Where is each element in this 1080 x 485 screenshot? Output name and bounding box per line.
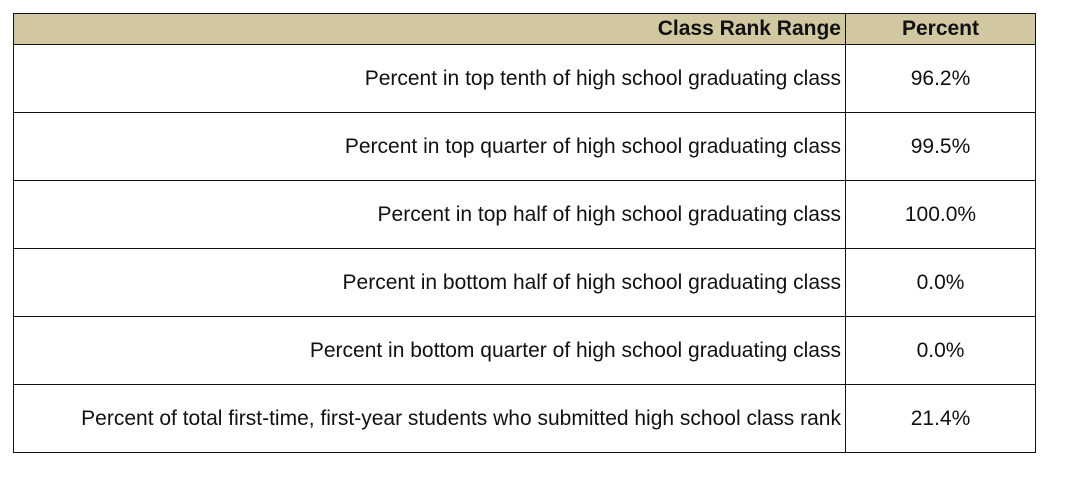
column-header-class-rank-range: Class Rank Range bbox=[13, 13, 846, 45]
table-header-row: Class Rank Range Percent bbox=[13, 13, 1036, 45]
table-row: Percent of total first-time, first-year … bbox=[13, 384, 1036, 453]
percent-cell: 0.0% bbox=[845, 316, 1036, 385]
table-row: Percent in top quarter of high school gr… bbox=[13, 112, 1036, 181]
class-rank-range-cell: Percent in top quarter of high school gr… bbox=[13, 112, 846, 181]
class-rank-range-cell: Percent in top tenth of high school grad… bbox=[13, 44, 846, 113]
column-header-percent: Percent bbox=[845, 13, 1036, 45]
class-rank-range-cell: Percent in bottom quarter of high school… bbox=[13, 316, 846, 385]
class-rank-range-cell: Percent of total first-time, first-year … bbox=[13, 384, 846, 453]
percent-cell: 99.5% bbox=[845, 112, 1036, 181]
class-rank-table: Class Rank Range Percent Percent in top … bbox=[13, 13, 1036, 453]
class-rank-range-cell: Percent in top half of high school gradu… bbox=[13, 180, 846, 249]
percent-cell: 0.0% bbox=[845, 248, 1036, 317]
table-row: Percent in top half of high school gradu… bbox=[13, 180, 1036, 249]
percent-cell: 21.4% bbox=[845, 384, 1036, 453]
table-row: Percent in top tenth of high school grad… bbox=[13, 44, 1036, 113]
table-row: Percent in bottom half of high school gr… bbox=[13, 248, 1036, 317]
percent-cell: 100.0% bbox=[845, 180, 1036, 249]
percent-cell: 96.2% bbox=[845, 44, 1036, 113]
class-rank-range-cell: Percent in bottom half of high school gr… bbox=[13, 248, 846, 317]
class-rank-table-container: Class Rank Range Percent Percent in top … bbox=[13, 13, 1036, 453]
table-row: Percent in bottom quarter of high school… bbox=[13, 316, 1036, 385]
